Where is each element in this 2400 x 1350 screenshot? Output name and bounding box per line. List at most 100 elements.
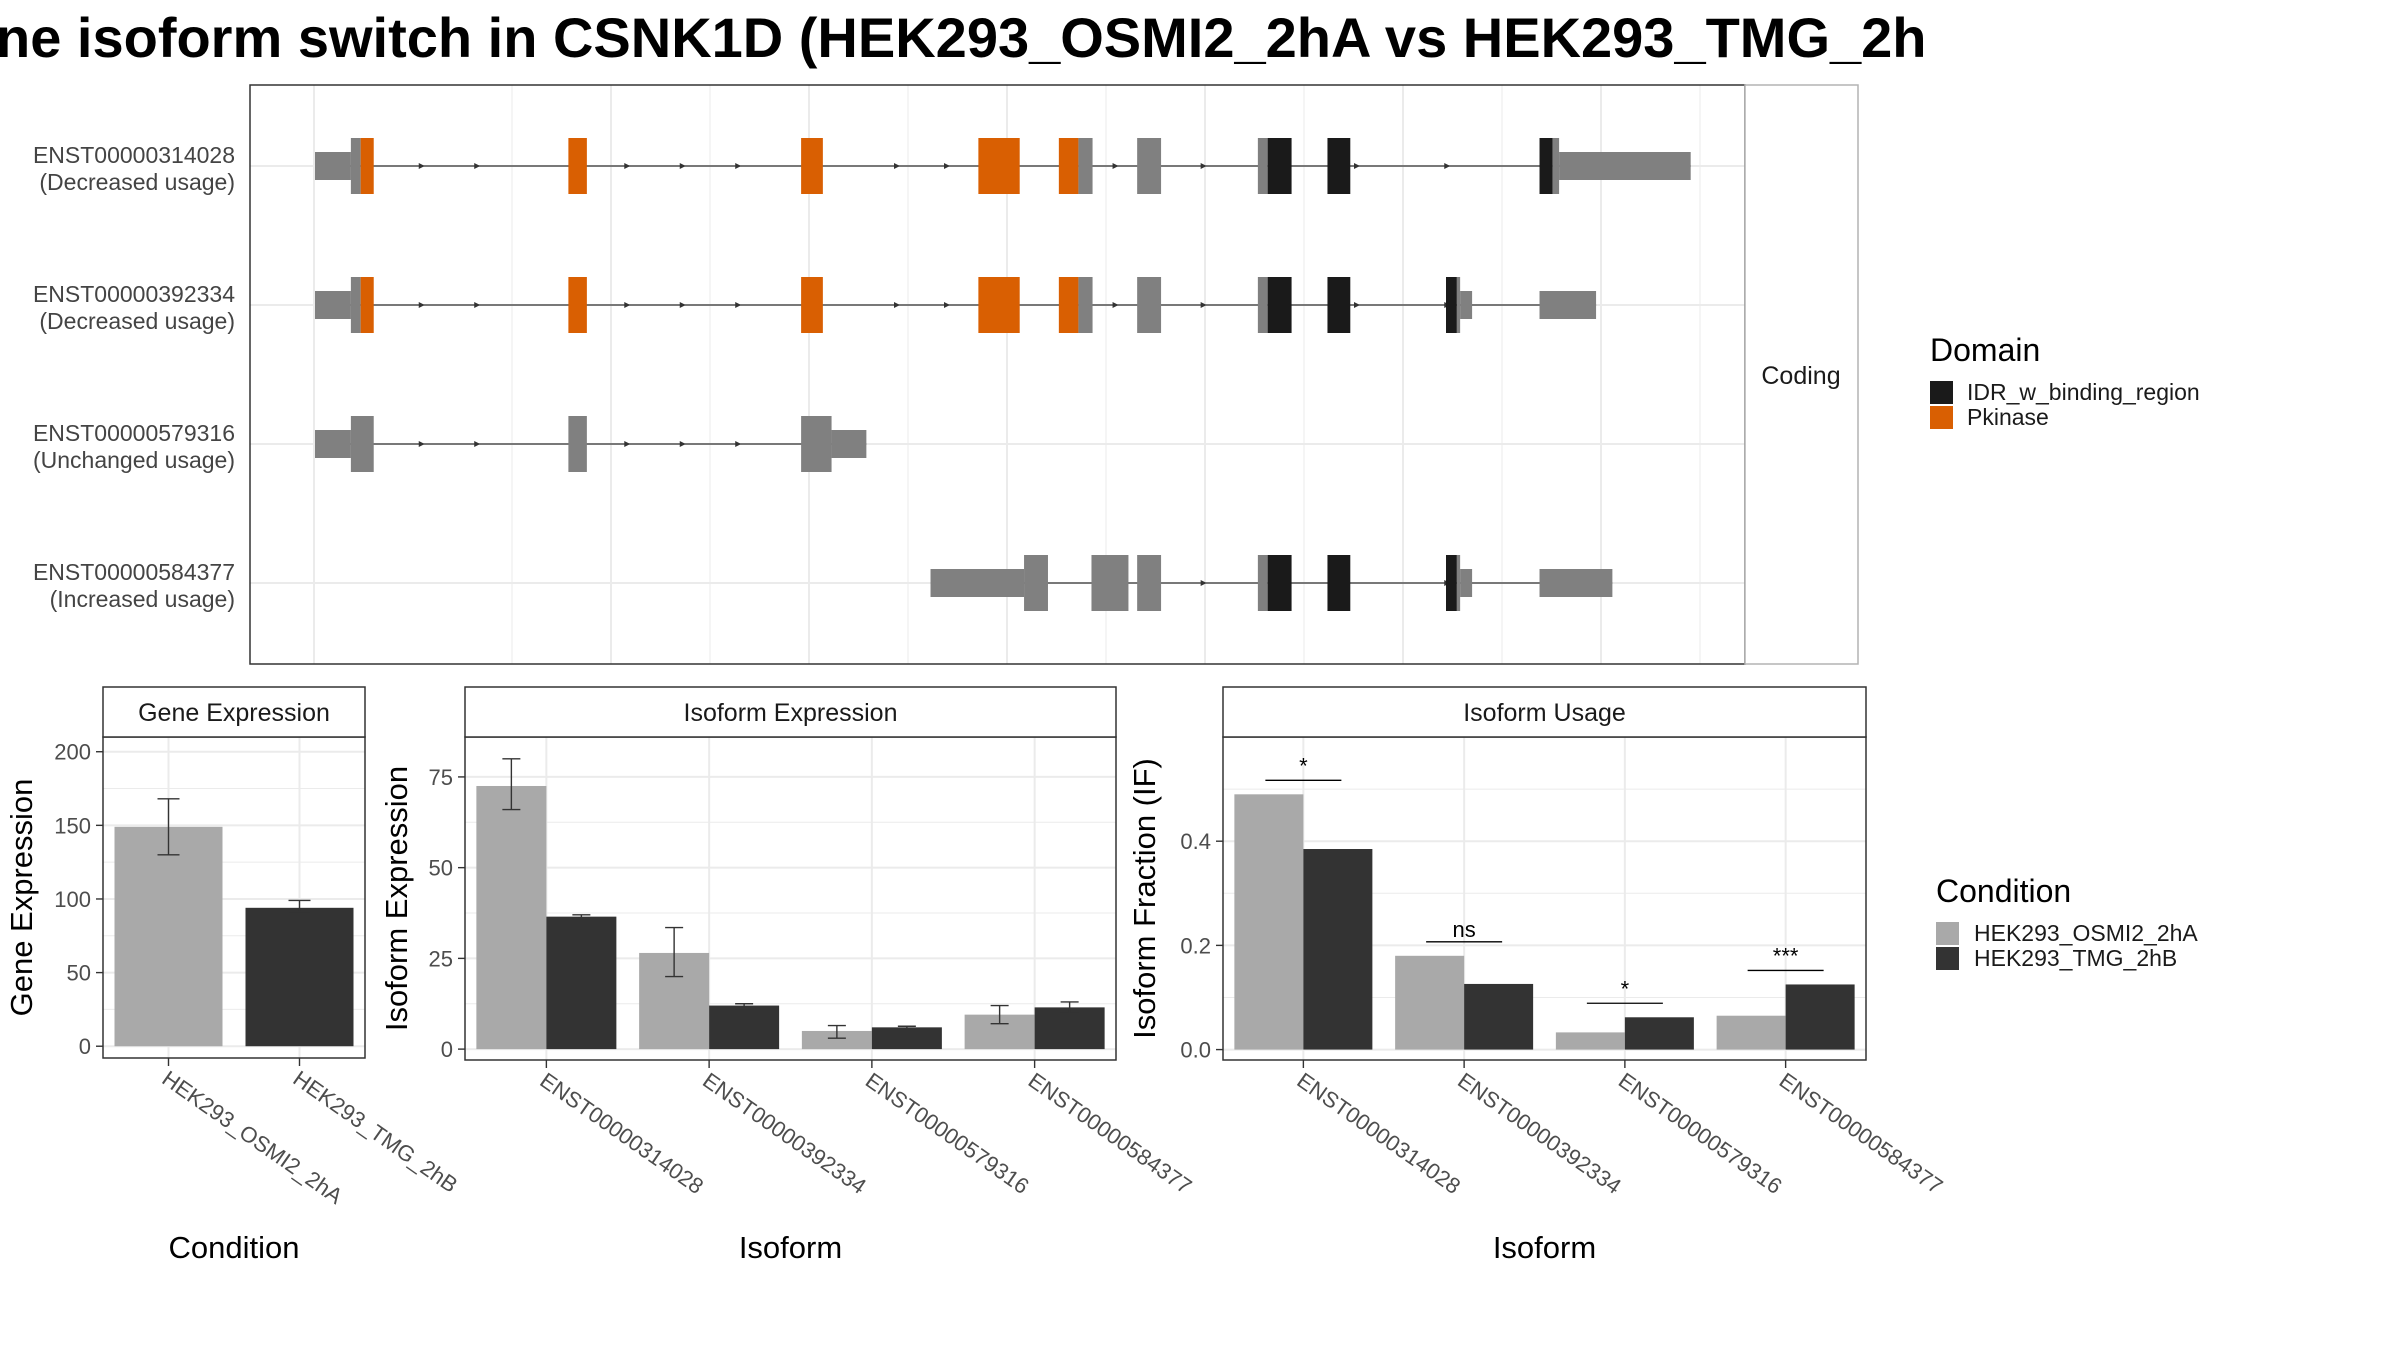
significance-label: * <box>1621 976 1630 1001</box>
intron-arrow <box>735 302 742 308</box>
y-tick-label: 75 <box>429 765 453 790</box>
intron-arrow <box>679 163 686 169</box>
idr-domain-block <box>1327 138 1351 194</box>
error-bar <box>897 1025 916 1030</box>
error-bar <box>288 899 311 913</box>
error-bar <box>572 914 591 920</box>
pkinase-domain-block <box>360 138 374 194</box>
idr-domain-block <box>1267 277 1292 333</box>
intron-arrow <box>944 302 951 308</box>
intron-arrow <box>418 302 425 308</box>
exon-block <box>1257 555 1268 611</box>
transcript-id-label: ENST00000392334 <box>33 281 235 307</box>
bar <box>1034 1007 1105 1050</box>
bar <box>871 1027 942 1050</box>
y-axis-title: Isoform Fraction (IF) <box>1127 758 1162 1039</box>
exon-block <box>568 416 587 472</box>
x-tick-label: ENST00000314028 <box>536 1068 709 1199</box>
y-tick-label: 0.4 <box>1180 829 1211 854</box>
panel-strip <box>1222 686 1867 738</box>
x-tick-label: ENST00000314028 <box>1293 1068 1466 1199</box>
figure-title: ne isoform switch in CSNK1D (HEK293_OSMI… <box>0 6 1927 69</box>
transcript-usage-label: (Decreased usage) <box>39 169 235 195</box>
intron-arrow <box>624 163 631 169</box>
transcript-usage-label: (Increased usage) <box>50 586 235 612</box>
idr-domain-block <box>1446 277 1457 333</box>
x-tick-label: ENST00000579316 <box>1614 1068 1787 1199</box>
condition-legend-swatch <box>1936 947 1959 970</box>
idr-domain-block <box>1327 277 1351 333</box>
intron-arrow <box>735 441 742 447</box>
error-bar <box>735 1003 754 1010</box>
error-bar <box>157 798 180 856</box>
error-bar <box>1060 1001 1079 1014</box>
bar <box>476 785 547 1050</box>
exon-block <box>1559 152 1691 180</box>
idr-domain-block <box>1539 138 1553 194</box>
pkinase-domain-block <box>568 138 587 194</box>
y-tick-label: 0.2 <box>1180 933 1211 958</box>
bar <box>1234 794 1304 1050</box>
domain-legend-title: Domain <box>1930 332 2040 368</box>
intron-arrow <box>474 302 481 308</box>
bar <box>1716 1015 1786 1050</box>
exon-block <box>1539 569 1613 597</box>
bar <box>1624 1017 1694 1050</box>
intron-arrow <box>1200 163 1207 169</box>
exon-block <box>1137 277 1162 333</box>
exon-block <box>350 138 361 194</box>
condition-legend-label: HEK293_TMG_2hB <box>1974 945 2177 971</box>
x-axis-title: Isoform <box>1493 1230 1596 1265</box>
bar <box>245 907 354 1047</box>
exon-block <box>930 569 1025 597</box>
exon-block <box>315 291 351 319</box>
exon-block <box>1460 291 1473 319</box>
pkinase-domain-block <box>1058 138 1079 194</box>
bar <box>546 916 617 1050</box>
intron-arrow <box>679 302 686 308</box>
y-tick-label: 200 <box>54 740 91 765</box>
intron-arrow <box>418 441 425 447</box>
y-tick-label: 25 <box>429 946 453 971</box>
y-tick-label: 50 <box>67 961 91 986</box>
significance-label: ns <box>1453 917 1476 942</box>
exon-block <box>1456 555 1461 611</box>
panel-strip-title: Isoform Usage <box>1463 699 1626 727</box>
intron-arrow <box>893 302 900 308</box>
exon-block <box>1539 291 1597 319</box>
exon-block <box>1257 277 1268 333</box>
transcript-usage-label: (Unchanged usage) <box>33 447 235 473</box>
domain-legend-swatch <box>1930 381 1953 404</box>
transcript-id-label: ENST00000584377 <box>33 559 235 585</box>
pkinase-domain-block <box>801 138 823 194</box>
idr-domain-block <box>1267 555 1292 611</box>
x-tick-label: ENST00000584377 <box>1775 1068 1948 1199</box>
gene-structure-panel: ENST00000314028(Decreased usage) ENST0000… <box>33 84 1859 665</box>
condition-legend-swatch <box>1936 922 1959 945</box>
y-tick-label: 0 <box>441 1037 453 1062</box>
x-tick-label: ENST00000579316 <box>861 1068 1034 1199</box>
facet-strip-label: Coding <box>1761 362 1840 390</box>
intron-arrow <box>1112 163 1119 169</box>
transcript-id-label: ENST00000314028 <box>33 142 235 168</box>
bar <box>1555 1032 1625 1050</box>
exon-block <box>1078 277 1093 333</box>
error-bar <box>665 926 684 978</box>
intron-arrow <box>474 441 481 447</box>
isoform-usage-panel: *ns****Isoform Usage0.00.20.4ENST0000031… <box>1127 686 1948 1265</box>
pkinase-domain-block <box>568 277 587 333</box>
domain-legend-label: Pkinase <box>1967 404 2049 430</box>
error-bar <box>502 758 521 811</box>
intron-arrow <box>1200 302 1207 308</box>
exon-block <box>1552 138 1560 194</box>
significance-label: *** <box>1773 943 1799 968</box>
panel-strip-title: Gene Expression <box>138 699 330 727</box>
y-axis-title: Gene Expression <box>4 779 39 1017</box>
exon-block <box>831 430 867 458</box>
condition-legend-label: HEK293_OSMI2_2hA <box>1974 920 2198 946</box>
exon-block <box>350 277 361 333</box>
y-tick-label: 150 <box>54 813 91 838</box>
panel-strip <box>464 686 1117 738</box>
intron-arrow <box>735 163 742 169</box>
